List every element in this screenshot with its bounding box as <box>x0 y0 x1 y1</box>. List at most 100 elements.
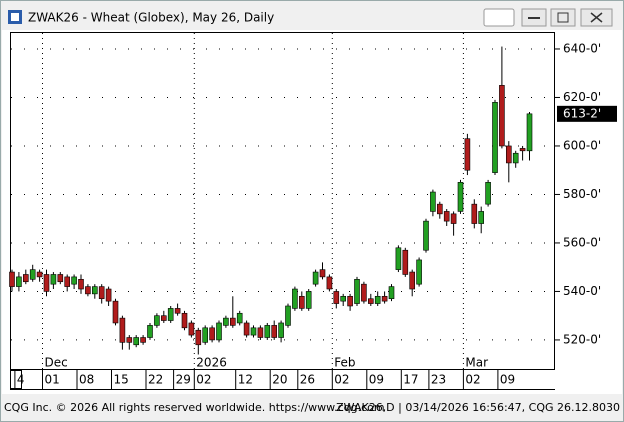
x-tick-label: 29 <box>176 373 191 387</box>
plot: 520-0' 540-0' 560-0' 580-0' 600-0' 620-0' 640-… <box>9 33 617 389</box>
period-label: Dec <box>45 356 68 370</box>
candle-body <box>264 325 271 338</box>
candle-body <box>78 279 84 290</box>
candle-body <box>43 274 50 292</box>
candle-body <box>126 337 133 343</box>
x-tick-label: 09 <box>500 373 515 387</box>
y-tick-label: 640-0' <box>563 41 601 55</box>
candle-body <box>278 322 284 338</box>
link-button[interactable] <box>483 8 515 27</box>
candle-body <box>292 288 298 309</box>
candle-body <box>181 312 188 329</box>
candle-body <box>98 286 105 300</box>
candle-body <box>64 276 70 287</box>
candle-body <box>119 317 126 343</box>
candle-body <box>409 271 416 290</box>
candle-body <box>430 191 436 212</box>
candle-body <box>340 295 347 302</box>
candle-body <box>450 213 457 224</box>
candle-body <box>312 271 319 285</box>
candle-body <box>140 337 146 343</box>
candle-body <box>512 152 519 164</box>
footer-status: ZWAK26,D | 03/14/2026 16:56:47, CQG 26.1… <box>336 401 620 414</box>
candle-body <box>243 322 250 336</box>
candle-body <box>464 138 471 171</box>
candle-body <box>519 148 526 152</box>
candle-body <box>402 249 409 275</box>
x-tick-label: 08 <box>79 373 94 387</box>
candle-body <box>305 291 312 309</box>
candle-body <box>478 211 485 224</box>
candle-body <box>388 286 395 300</box>
candle-body <box>499 85 505 147</box>
candle-body <box>505 145 512 164</box>
candle-body <box>57 274 64 283</box>
candle-body <box>374 295 381 304</box>
x-tick-label: 26 <box>300 373 315 387</box>
candle-body <box>250 327 257 336</box>
candle-body <box>361 283 367 302</box>
candle-body <box>188 322 195 336</box>
period-label: 2026 <box>196 356 227 370</box>
last-price-box <box>557 105 617 122</box>
candle-body <box>395 247 402 270</box>
candle-body <box>167 308 174 321</box>
y-tick-label: 620-0' <box>563 90 601 104</box>
candle-body <box>112 300 119 324</box>
candle-body <box>85 286 91 295</box>
candle-body <box>105 288 112 302</box>
x-tick-label: 01 <box>45 373 60 387</box>
x-tick-label: 20 <box>272 373 287 387</box>
candle-body <box>147 325 153 338</box>
candle-body <box>209 327 215 341</box>
candle-body <box>22 274 29 283</box>
candle-body <box>492 102 498 173</box>
maximize-button[interactable] <box>550 8 576 27</box>
y-tick-label: 580-0' <box>563 187 601 201</box>
candle-body <box>443 211 450 222</box>
candle-body <box>230 317 236 326</box>
period-label: Feb <box>334 356 355 370</box>
candle-body <box>92 286 98 295</box>
candle-body <box>133 337 139 346</box>
candle-body <box>298 295 305 309</box>
x-tick-label: 23 <box>431 373 446 387</box>
candle-body <box>326 276 333 290</box>
footer-copyright: CQG Inc. © 2026 All rights reserved worl… <box>4 401 385 414</box>
candle-body <box>354 279 360 304</box>
window-title: ZWAK26 - Wheat (Globex), May 26, Daily <box>28 11 274 25</box>
candle-body <box>416 259 422 285</box>
candle-body <box>9 271 15 287</box>
y-tick-label: 560-0' <box>563 235 601 249</box>
candle-body <box>367 298 374 304</box>
app-icon-inner <box>11 13 19 21</box>
x-tick-label: 4 <box>17 373 25 387</box>
candle-body <box>236 312 243 324</box>
candle-body <box>457 182 464 212</box>
x-tick-label: 09 <box>369 373 384 387</box>
x-tick-label: 12 <box>238 373 253 387</box>
candle-body <box>319 269 326 278</box>
axis-checkbox[interactable] <box>10 370 22 389</box>
y-tick-label: 520-0' <box>563 332 601 346</box>
candle-body <box>526 113 533 152</box>
maximize-icon <box>557 12 569 23</box>
last-price-label: 613-2' <box>563 106 601 120</box>
candle-body <box>71 276 77 285</box>
candle-body <box>381 295 388 302</box>
candle-body <box>485 182 491 205</box>
x-tick-label: 15 <box>114 373 129 387</box>
candle-body <box>36 271 43 278</box>
plot-area <box>10 32 555 370</box>
candle-body <box>471 203 478 224</box>
candle-body <box>202 327 208 343</box>
y-tick-label: 540-0' <box>563 284 601 298</box>
candle-body <box>347 295 353 307</box>
candle-body <box>257 327 264 338</box>
candle-body <box>436 203 443 215</box>
x-tick-label: 02 <box>465 373 480 387</box>
period-label: Mar <box>465 356 488 370</box>
candle-body <box>16 276 22 287</box>
